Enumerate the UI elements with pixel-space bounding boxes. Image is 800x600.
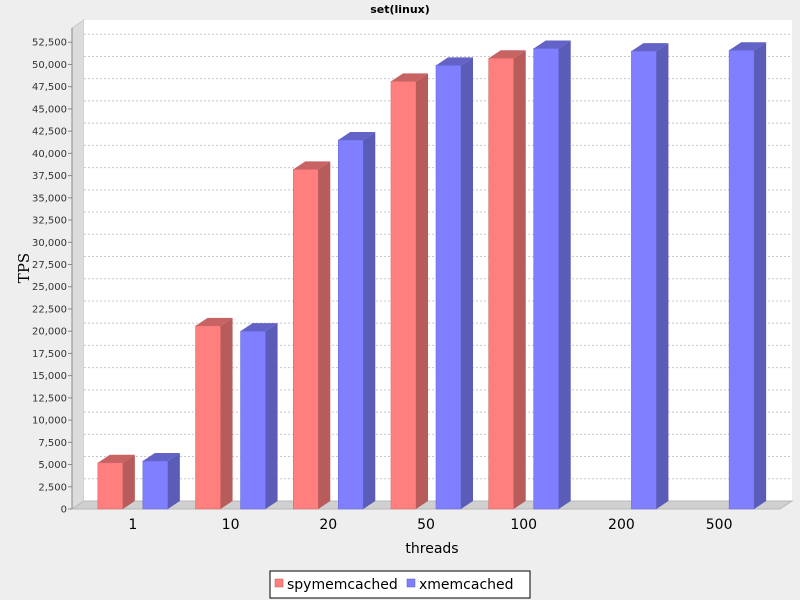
bar-side bbox=[265, 323, 278, 509]
y-axis-ticks: 0 2,500 5,000 7,500 10,000 12,500 15,000 17,500… bbox=[32, 38, 72, 516]
bar-xmemcached-20 bbox=[337, 132, 376, 510]
y-tick-label: 32,500 bbox=[32, 216, 67, 227]
bar-side bbox=[461, 57, 473, 510]
bar-top bbox=[142, 452, 180, 461]
bar-xmemcached-1 bbox=[142, 452, 180, 510]
y-tick-label: 2,500 bbox=[38, 482, 67, 493]
bar-top bbox=[488, 50, 526, 59]
bar-side bbox=[558, 40, 571, 510]
bar-top bbox=[533, 40, 571, 49]
x-tick-label: 1 bbox=[128, 517, 137, 533]
y-tick-label: 12,500 bbox=[32, 393, 67, 404]
bar-side bbox=[416, 73, 428, 509]
legend-label: spymemcached bbox=[287, 577, 398, 593]
y-tick-label: 25,000 bbox=[32, 282, 67, 293]
bar-front bbox=[488, 57, 515, 510]
bar-top bbox=[195, 317, 233, 326]
y-tick-label: 10,000 bbox=[32, 416, 67, 427]
bar-spymemcached-20 bbox=[292, 161, 331, 510]
bar-front bbox=[292, 169, 319, 510]
bars bbox=[97, 40, 767, 510]
y-tick-label: 42,500 bbox=[32, 127, 67, 138]
bar-xmemcached-100 bbox=[533, 40, 571, 510]
bar-front bbox=[435, 65, 462, 510]
bar-top bbox=[391, 73, 428, 82]
bar-front bbox=[631, 50, 657, 510]
bar-side bbox=[318, 161, 331, 509]
y-tick-label: 0 bbox=[61, 505, 67, 516]
bar-spymemcached-10 bbox=[195, 317, 233, 510]
bar-top bbox=[293, 161, 331, 170]
y-axis-label: TPS bbox=[15, 253, 33, 283]
y-tick-label: 5,000 bbox=[38, 460, 67, 471]
x-tick-label: 50 bbox=[417, 517, 435, 533]
x-tick-label: 20 bbox=[319, 517, 337, 533]
x-tick-label: 100 bbox=[510, 517, 537, 533]
y-tick-label: 17,500 bbox=[32, 349, 67, 360]
bar-top bbox=[436, 57, 473, 66]
bar-spymemcached-1 bbox=[97, 454, 135, 510]
legend-label: xmemcached bbox=[419, 577, 514, 593]
bar-side bbox=[754, 42, 767, 509]
legend: spymemcached xmemcached bbox=[269, 570, 531, 599]
bar-top bbox=[338, 132, 376, 141]
bar-front bbox=[337, 139, 364, 510]
bar-side bbox=[363, 132, 376, 509]
bar-front bbox=[97, 462, 124, 510]
chart-title: set(linux) bbox=[370, 3, 430, 16]
plot-floor bbox=[70, 500, 794, 510]
bar-side bbox=[513, 50, 526, 510]
bar-front bbox=[533, 48, 560, 510]
bar-side bbox=[656, 43, 669, 509]
bar-xmemcached-10 bbox=[240, 323, 278, 510]
bar-top bbox=[97, 454, 135, 463]
bar-xmemcached-500 bbox=[728, 42, 767, 510]
y-tick-label: 50,000 bbox=[32, 60, 67, 71]
bar-side bbox=[122, 454, 135, 509]
legend-swatch bbox=[406, 578, 416, 588]
bar-spymemcached-100 bbox=[488, 50, 526, 510]
bar-side bbox=[167, 452, 180, 509]
bar-side bbox=[220, 317, 233, 509]
bar-xmemcached-50 bbox=[435, 57, 473, 510]
y-tick-label: 37,500 bbox=[32, 171, 67, 182]
x-tick-label: 10 bbox=[222, 517, 240, 533]
bar-front bbox=[390, 81, 417, 510]
bar-front bbox=[728, 49, 755, 510]
x-axis-ticks: 1 10 20 50 100 200 500 bbox=[128, 517, 732, 533]
y-tick-label: 22,500 bbox=[32, 304, 67, 315]
y-tick-label: 52,500 bbox=[32, 38, 67, 49]
bar-top bbox=[240, 323, 278, 332]
y-tick-label: 7,500 bbox=[38, 438, 67, 449]
plot-left-wall bbox=[71, 19, 85, 510]
y-tick-label: 20,000 bbox=[32, 327, 67, 338]
y-tick-label: 27,500 bbox=[32, 260, 67, 271]
y-tick-label: 35,000 bbox=[32, 193, 67, 204]
y-tick-label: 40,000 bbox=[32, 149, 67, 160]
plot-area bbox=[70, 19, 794, 510]
bar-xmemcached-200 bbox=[631, 43, 669, 510]
bar-top bbox=[631, 43, 669, 52]
y-tick-label: 47,500 bbox=[32, 82, 67, 93]
bar-spymemcached-50 bbox=[390, 73, 428, 510]
x-tick-label: 200 bbox=[608, 517, 635, 533]
x-axis-label: threads bbox=[405, 541, 458, 557]
bar-front bbox=[142, 460, 169, 510]
legend-swatch bbox=[274, 578, 284, 588]
y-tick-label: 30,000 bbox=[32, 238, 67, 249]
bar-front bbox=[195, 325, 221, 510]
bar-top bbox=[729, 42, 767, 51]
y-tick-label: 45,000 bbox=[32, 104, 67, 115]
bar-front bbox=[240, 330, 266, 510]
x-tick-label: 500 bbox=[706, 517, 733, 533]
legend-box bbox=[269, 570, 531, 599]
y-tick-label: 15,000 bbox=[32, 371, 67, 382]
